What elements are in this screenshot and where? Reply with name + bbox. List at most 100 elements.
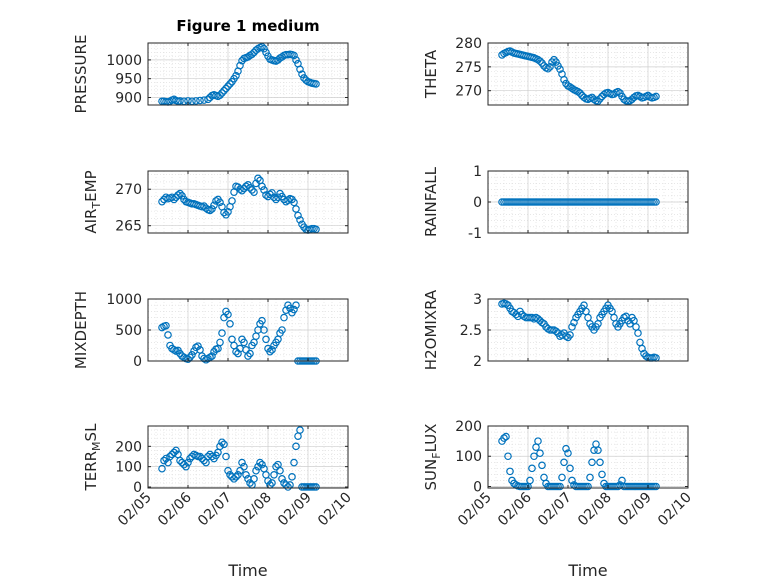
data-point [224,310,232,319]
data-point [586,473,594,482]
data-point [240,338,248,347]
data-point [166,452,174,461]
data-point [186,454,194,463]
data-point [536,57,544,65]
data-point [208,452,216,461]
data-point [296,65,304,74]
data-point [188,350,196,359]
data-point [536,449,544,458]
data-point [312,483,320,491]
data-point [596,95,604,103]
data-point [218,438,226,447]
y-tick-label: 200 [115,439,142,455]
data-point [312,80,320,88]
data-point [176,456,184,465]
y-axis-label: THETA [422,49,440,99]
data-point [614,87,622,96]
data-point [258,42,266,51]
x-tick-label: 02/10 [655,490,695,530]
y-tick-label: 265 [115,219,142,235]
y-axis-label: H2OMIXRA [422,289,440,370]
data-point [272,195,280,204]
data-point [296,216,304,224]
data-point [652,92,660,101]
x-tick-label: 02/07 [535,490,575,530]
data-point [212,197,220,205]
data-point [216,338,224,347]
data-point [258,460,266,469]
data-point [184,355,192,363]
data-point [224,82,232,91]
axes-box [147,425,349,489]
data-point [268,189,276,197]
data-point [652,482,660,491]
x-tick-label: 02/08 [235,490,275,530]
data-point [248,186,256,194]
data-point [568,323,576,331]
data-point [224,466,232,475]
data-point [182,462,190,471]
data-point [280,313,288,322]
data-point [576,89,584,97]
data-point [238,186,246,195]
data-point [534,437,542,445]
data-point [588,458,596,467]
data-point [298,70,306,78]
data-point [544,64,552,73]
data-point [292,56,300,64]
data-point [292,205,300,213]
y-tick-label: 270 [455,84,482,100]
y-tick-label: 1000 [106,53,142,69]
x-tick-label: 02/08 [575,490,615,530]
data-point [272,462,280,471]
data-point [220,208,228,217]
y-axis-label: SUNFLUX [422,424,443,491]
series-markers [158,174,320,234]
data-point [566,331,574,339]
data-point [184,458,192,467]
data-point [158,464,166,473]
y-axis-label: PRESSURE [72,35,90,114]
data-point [498,51,506,59]
data-point [248,50,256,59]
data-point [574,87,582,96]
data-point [232,473,240,481]
data-point [218,89,226,97]
data-point [268,346,276,354]
y-tick-label: 200 [455,419,482,435]
data-point [176,189,184,198]
data-point [220,86,228,95]
y-tick-label: 950 [115,72,142,88]
data-point [502,432,510,441]
y-tick-label: 270 [115,182,142,198]
series-markers [498,299,660,362]
y-tick-label: 1000 [106,292,142,308]
data-point [562,444,570,453]
x-tick-label: 02/09 [275,490,315,530]
data-point [216,91,224,100]
data-point [510,479,518,488]
data-point [278,475,286,483]
y-tick-label: 0 [133,354,142,370]
data-point [228,197,236,205]
series-markers [498,47,660,105]
data-point [254,174,262,183]
data-point [164,331,172,339]
data-point [290,51,298,60]
y-axis-label: MIXDEPTH [72,291,90,369]
data-point [268,479,276,487]
data-point [222,84,230,93]
data-point [160,456,168,465]
data-point [158,197,166,206]
axes-box [147,170,349,234]
x-tick-label: 02/06 [155,489,195,529]
data-point [296,426,304,434]
data-point [170,195,178,204]
data-point [528,464,536,473]
data-point [210,201,218,210]
data-point [634,329,642,337]
data-point [564,449,572,458]
data-point [270,470,278,479]
data-point [258,182,266,191]
